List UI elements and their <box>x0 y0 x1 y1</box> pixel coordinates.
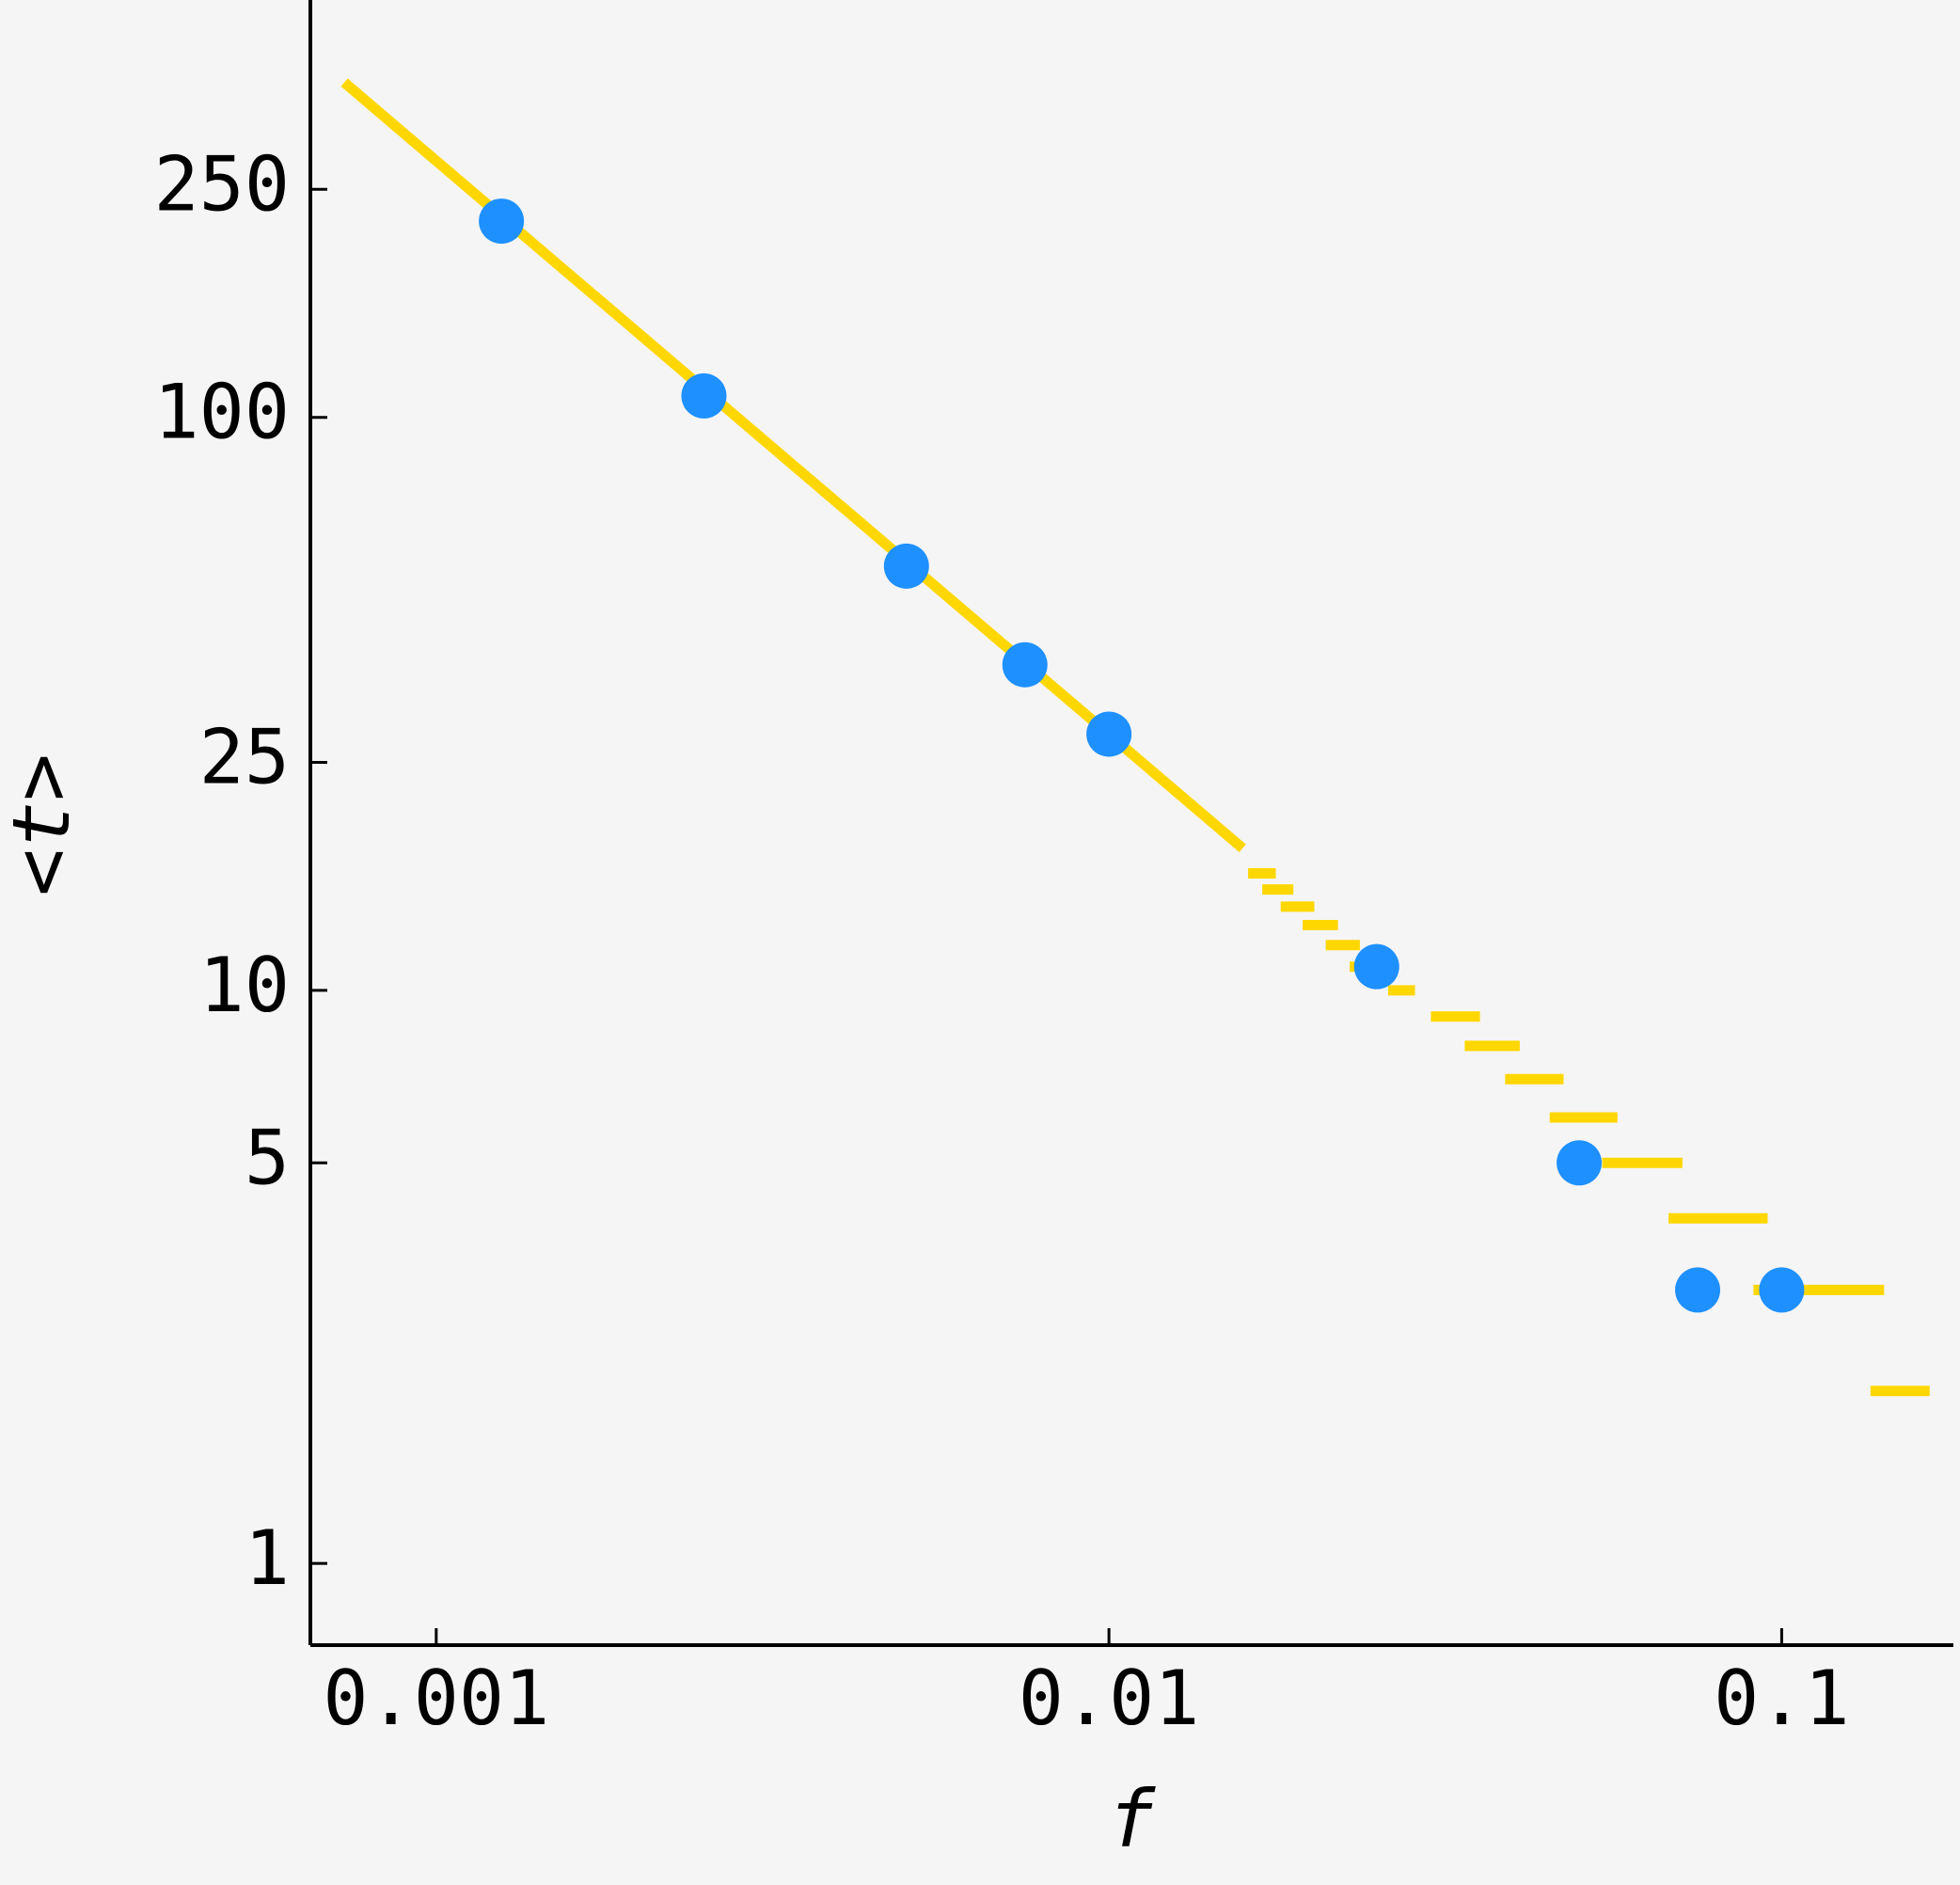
scatter-point <box>883 543 929 589</box>
scatter-point <box>479 198 525 245</box>
y-tick-label: 1 <box>245 1514 290 1602</box>
y-tick-label: 10 <box>199 942 290 1029</box>
line-series <box>340 78 1930 1397</box>
scatter-point <box>1086 711 1132 757</box>
scatter-point <box>1759 1267 1805 1313</box>
x-tick-label: 0.01 <box>1019 1655 1200 1742</box>
scatter-point <box>1557 1140 1603 1186</box>
x-axis-label: f <box>1108 1773 1157 1865</box>
scatter-point <box>1002 642 1048 688</box>
scatter-point <box>1675 1267 1721 1313</box>
y-tick-label: 5 <box>245 1114 290 1201</box>
scatter-point <box>681 372 727 419</box>
scatter-point <box>1353 943 1399 990</box>
y-tick-label: 250 <box>154 140 291 228</box>
y-tick-label: 100 <box>154 369 291 456</box>
x-tick-label: 0.001 <box>323 1655 549 1742</box>
y-axis-label: <t> <box>0 753 87 896</box>
x-tick-label: 0.1 <box>1714 1655 1850 1742</box>
y-tick-label: 25 <box>199 713 290 800</box>
